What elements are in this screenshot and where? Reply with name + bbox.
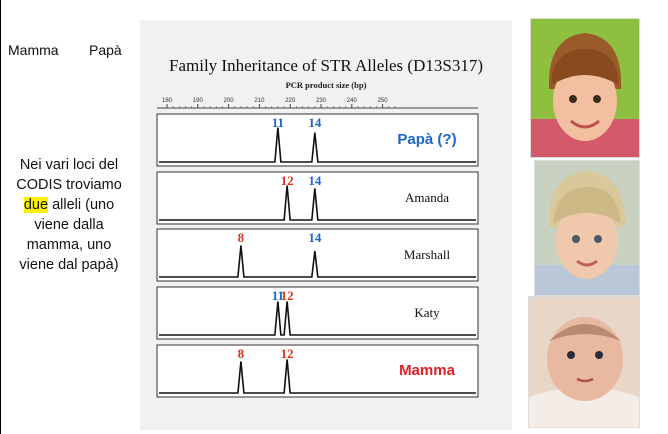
label-mamma: Mamma	[8, 42, 59, 58]
lane-trace	[159, 127, 476, 163]
x-tick-label: 180	[162, 98, 173, 104]
allele-label: 12	[281, 288, 294, 303]
x-tick-label: 240	[347, 98, 358, 104]
chart-title: Family Inheritance of STR Alleles (D13S3…	[169, 56, 483, 75]
x-tick-label: 250	[378, 98, 389, 104]
x-tick-label: 230	[316, 98, 327, 104]
lane-name: Marshall	[404, 247, 451, 262]
lane-box	[156, 286, 479, 340]
photo-child-2	[534, 160, 640, 296]
highlighted-word: due	[23, 197, 49, 213]
allele-label: 14	[308, 230, 322, 245]
lane-name: Amanda	[405, 190, 449, 205]
allele-label: 14	[308, 115, 322, 130]
photo-child-1	[530, 18, 640, 158]
allele-label: 11	[272, 288, 284, 303]
x-tick-label: 190	[193, 98, 204, 104]
allele-label: 8	[238, 230, 245, 245]
lane-trace	[159, 185, 476, 221]
allele-label: 12	[281, 173, 294, 188]
lane-trace	[159, 245, 476, 278]
lane-name: Papà (?)	[397, 131, 456, 148]
lane-trace	[159, 301, 476, 336]
allele-label: 11	[272, 115, 284, 130]
left-border	[0, 0, 1, 434]
photo-baby	[528, 296, 640, 428]
explanation-text: Nei vari loci del CODIS troviamo due all…	[8, 155, 130, 275]
lane-trace	[159, 359, 476, 394]
allele-label: 12	[281, 346, 294, 361]
x-tick-label: 220	[285, 98, 296, 104]
label-papa: Papà	[89, 42, 122, 58]
explanation-text-end: alleli (uno viene dalla mamma, uno viene…	[19, 197, 119, 273]
allele-label: 8	[238, 346, 245, 361]
lane-name: Mamma	[399, 362, 456, 379]
x-axis-title: PCR product size (bp)	[285, 80, 367, 90]
x-tick-label: 210	[254, 98, 265, 104]
x-tick-label: 200	[224, 98, 235, 104]
allele-label: 14	[308, 173, 322, 188]
lane-box	[156, 344, 479, 398]
explanation-text-start: Nei vari loci del CODIS troviamo	[16, 157, 122, 193]
lane-name: Katy	[414, 305, 440, 320]
